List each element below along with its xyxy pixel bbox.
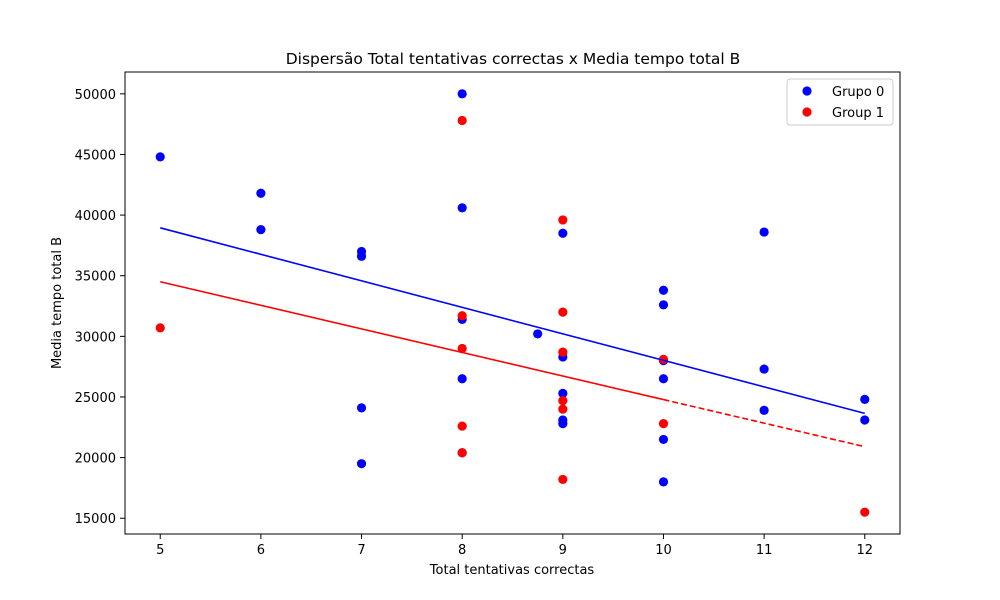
plot-frame xyxy=(124,71,901,535)
series-0-point-10 xyxy=(457,374,467,384)
legend: Grupo 0 Group 1 xyxy=(786,78,894,126)
x-tick-label: 5 xyxy=(156,543,164,558)
chart-title: Dispersão Total tentativas correctas x M… xyxy=(286,50,741,68)
legend-label-0: Grupo 0 xyxy=(832,85,884,100)
series-0-point-28 xyxy=(860,415,870,425)
y-tick-label: 40000 xyxy=(75,209,116,224)
x-tick-label: 12 xyxy=(856,543,873,558)
series-1-point-8 xyxy=(558,347,568,357)
y-tick-label: 25000 xyxy=(75,391,116,406)
y-axis-title: Media tempo total B xyxy=(50,237,65,369)
series-0-point-13 xyxy=(558,228,568,238)
series-0-point-18 xyxy=(658,285,669,295)
series-0-point-6 xyxy=(356,459,367,469)
x-tick-label: 7 xyxy=(357,543,365,558)
legend-label-1: Group 1 xyxy=(832,106,884,121)
series-0-point-19 xyxy=(658,300,669,310)
series-0-point-12 xyxy=(533,329,543,339)
y-tick-label: 45000 xyxy=(75,148,116,163)
legend-box xyxy=(786,78,894,126)
series-1-point-6 xyxy=(558,215,568,225)
series-0-point-0 xyxy=(155,152,165,162)
series-0-point-25 xyxy=(759,364,769,374)
series-0-point-8 xyxy=(457,203,467,213)
series-0-point-2 xyxy=(256,225,266,235)
series-0-point-27 xyxy=(860,394,870,405)
series-1-point-1 xyxy=(457,115,467,126)
series-0-point-1 xyxy=(256,188,266,198)
x-tick-label: 11 xyxy=(756,543,773,558)
series-1-point-0 xyxy=(155,323,165,333)
series-1-fit-line xyxy=(160,281,664,401)
series-1-point-7 xyxy=(558,307,568,317)
x-axis-ticks: 5 6 7 8 9 10 11 12 xyxy=(156,534,873,558)
series-1-point-2 xyxy=(457,311,467,321)
y-tick-label: 50000 xyxy=(75,88,116,103)
series-1-point-11 xyxy=(558,474,568,485)
x-tick-label: 9 xyxy=(559,543,567,558)
x-tick-label: 8 xyxy=(458,543,466,558)
series-0-point-23 xyxy=(658,477,669,487)
series-1-point-4 xyxy=(457,421,467,431)
legend-marker-1 xyxy=(802,107,812,117)
series-0-point-24 xyxy=(759,227,769,237)
series-1-point-14 xyxy=(860,507,870,517)
series-0-point-26 xyxy=(759,405,769,415)
series-0-point-21 xyxy=(658,374,669,384)
series-1-point-9 xyxy=(558,396,568,406)
series-0-point-17 xyxy=(558,419,568,429)
x-axis-title: Total tentativas correctas xyxy=(429,563,595,578)
series-1-point-3 xyxy=(457,343,467,354)
series-0-point-7 xyxy=(457,89,467,99)
series-0-point-4 xyxy=(356,251,367,261)
series-0-point-15 xyxy=(558,388,568,398)
legend-marker-0 xyxy=(802,86,812,96)
plot-content xyxy=(155,89,870,517)
y-tick-label: 15000 xyxy=(75,512,116,527)
x-tick-label: 10 xyxy=(655,543,672,558)
series-0-point-5 xyxy=(356,403,367,413)
series-1-point-13 xyxy=(658,419,669,429)
series-1-point-5 xyxy=(457,448,467,458)
series-1-point-10 xyxy=(558,404,568,414)
series-0-point-22 xyxy=(658,434,669,445)
y-tick-label: 35000 xyxy=(75,270,116,285)
y-tick-label: 20000 xyxy=(75,452,116,467)
y-tick-label: 30000 xyxy=(75,330,116,345)
series-0-fit-line xyxy=(160,227,865,415)
series-1-fit-line-extension xyxy=(663,398,865,448)
y-axis-ticks: 15000 20000 25000 30000 35000 40000 45000 50000 xyxy=(75,88,125,527)
x-tick-label: 6 xyxy=(257,543,265,558)
